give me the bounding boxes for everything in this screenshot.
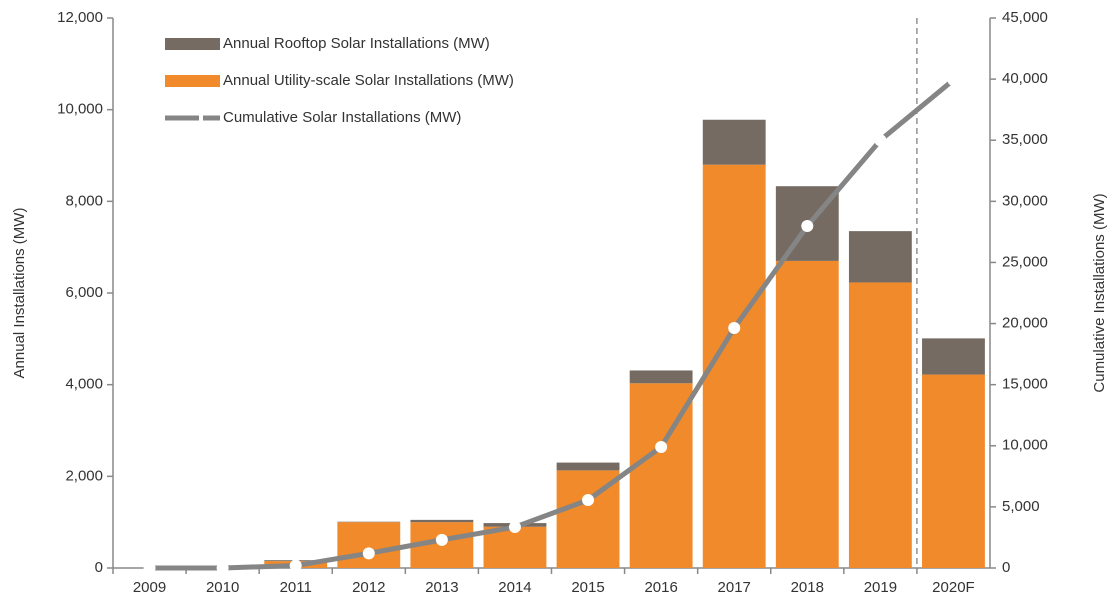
y-tick-label: 2,000 <box>65 467 103 484</box>
line-marker <box>362 547 375 560</box>
x-tick-label: 2013 <box>425 579 458 596</box>
line-marker <box>435 533 448 546</box>
y2-tick-label: 25,000 <box>1002 253 1048 270</box>
legend-label: Annual Utility-scale Solar Installations… <box>223 72 514 89</box>
y-tick-label: 8,000 <box>65 192 103 209</box>
legend-swatch <box>165 75 220 87</box>
bar <box>483 526 547 568</box>
x-tick-label: 2018 <box>791 579 824 596</box>
y-tick-label: 0 <box>95 559 103 576</box>
line-marker <box>582 494 595 507</box>
bar <box>410 519 474 523</box>
y2-tick-label: 40,000 <box>1002 70 1048 87</box>
y-tick-label: 4,000 <box>65 376 103 393</box>
y2-tick-label: 10,000 <box>1002 437 1048 454</box>
legend-label: Cumulative Solar Installations (MW) <box>223 109 461 126</box>
y2-tick-label: 45,000 <box>1002 9 1048 26</box>
y-tick-label: 6,000 <box>65 284 103 301</box>
line-marker <box>216 562 229 574</box>
y2-tick-label: 30,000 <box>1002 192 1048 209</box>
bar <box>629 370 693 384</box>
x-tick-label: 2016 <box>644 579 677 596</box>
line-marker <box>143 562 156 574</box>
bar <box>848 231 912 283</box>
x-tick-label: 2020F <box>932 579 975 596</box>
x-tick-label: 2012 <box>352 579 385 596</box>
line-marker <box>508 521 521 534</box>
bar <box>922 374 985 568</box>
y-axis-label: Annual Installations (MW) <box>11 208 28 379</box>
line-marker <box>947 73 960 86</box>
line-marker <box>728 321 741 334</box>
bar <box>922 338 985 375</box>
line-marker <box>289 559 302 572</box>
bar <box>556 462 620 471</box>
y2-tick-label: 15,000 <box>1002 376 1048 393</box>
bar <box>702 119 766 165</box>
line-marker <box>874 134 887 147</box>
y2-tick-label: 0 <box>1002 559 1010 576</box>
y-tick-label: 12,000 <box>57 9 103 26</box>
x-tick-label: 2010 <box>206 579 239 596</box>
x-tick-label: 2015 <box>571 579 604 596</box>
y2-tick-label: 35,000 <box>1002 131 1048 148</box>
x-tick-label: 2011 <box>280 579 312 596</box>
y-tick-label: 10,000 <box>57 101 103 118</box>
bar <box>775 260 839 568</box>
y2-tick-label: 5,000 <box>1002 498 1040 515</box>
line-marker <box>801 220 814 233</box>
x-tick-label: 2019 <box>864 579 897 596</box>
legend-label: Annual Rooftop Solar Installations (MW) <box>223 35 490 52</box>
bar <box>848 282 912 568</box>
x-tick-label: 2009 <box>133 579 166 596</box>
line <box>149 78 956 571</box>
bar <box>337 522 401 568</box>
x-tick-label: 2014 <box>498 579 531 596</box>
legend-swatch <box>165 38 220 50</box>
y2-tick-label: 20,000 <box>1002 315 1048 332</box>
x-tick-label: 2017 <box>718 579 751 596</box>
line-marker <box>655 441 668 453</box>
y2-axis-label: Cumulative Installations (MW) <box>1091 193 1108 392</box>
